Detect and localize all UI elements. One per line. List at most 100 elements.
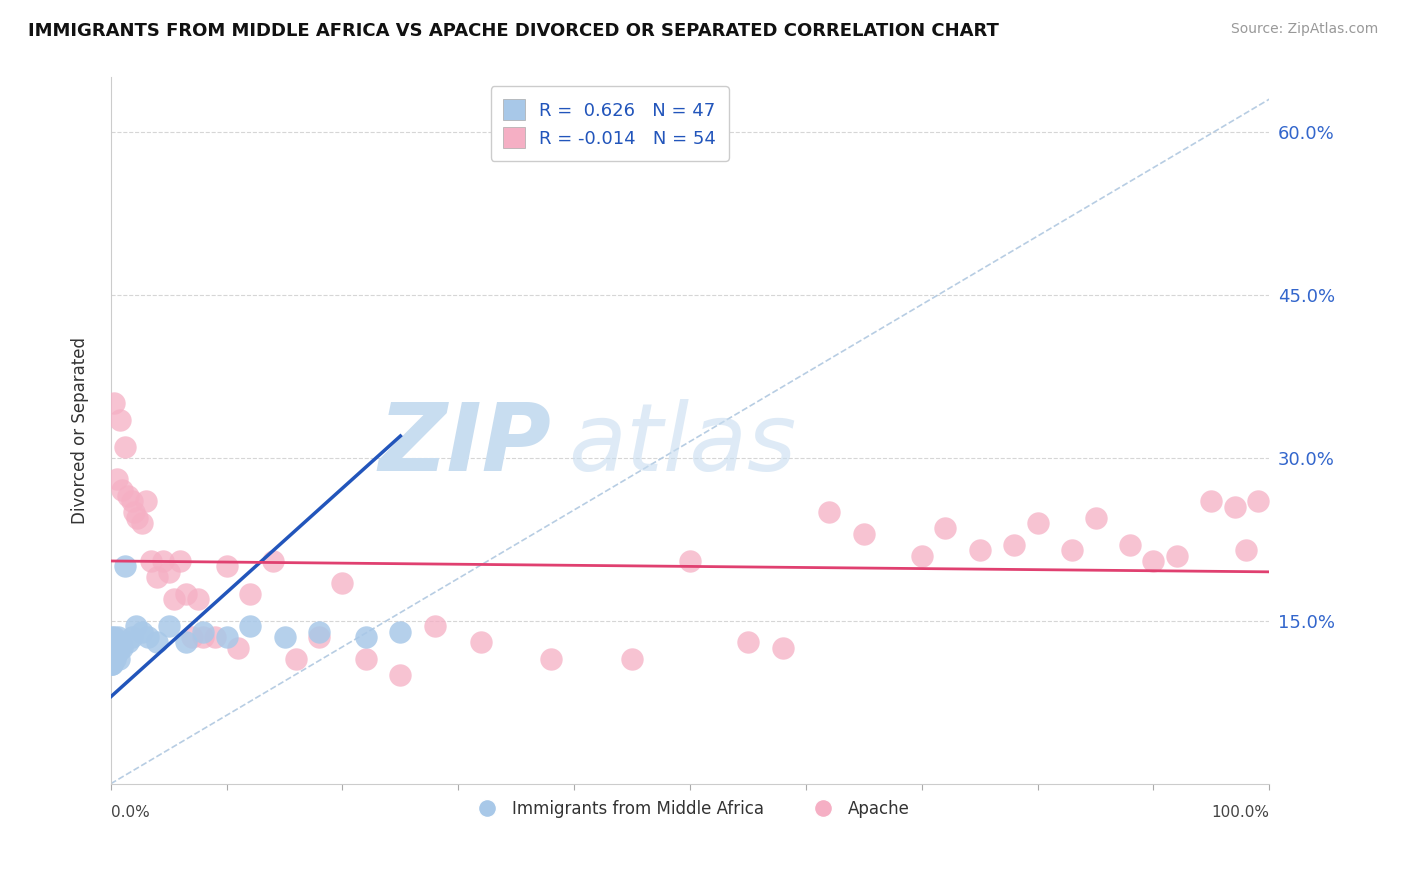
Legend: Immigrants from Middle Africa, Apache: Immigrants from Middle Africa, Apache bbox=[464, 794, 917, 825]
Point bbox=[101, 635, 124, 649]
Point bbox=[141, 554, 163, 568]
Point bbox=[540, 652, 562, 666]
Point bbox=[226, 640, 249, 655]
Point bbox=[104, 635, 127, 649]
Text: IMMIGRANTS FROM MIDDLE AFRICA VS APACHE DIVORCED OR SEPARATED CORRELATION CHART: IMMIGRANTS FROM MIDDLE AFRICA VS APACHE … bbox=[28, 22, 1000, 40]
Point bbox=[103, 646, 125, 660]
Point bbox=[111, 483, 134, 498]
Point bbox=[100, 652, 122, 666]
Point bbox=[135, 494, 157, 508]
Point bbox=[105, 473, 128, 487]
Point bbox=[1026, 516, 1049, 530]
Point bbox=[239, 619, 262, 633]
Point bbox=[100, 657, 122, 672]
Point bbox=[1084, 510, 1107, 524]
Point bbox=[621, 652, 644, 666]
Text: 100.0%: 100.0% bbox=[1212, 805, 1270, 820]
Point bbox=[117, 489, 139, 503]
Point bbox=[100, 646, 122, 660]
Point bbox=[737, 635, 759, 649]
Text: atlas: atlas bbox=[568, 400, 797, 491]
Point bbox=[125, 619, 148, 633]
Point bbox=[146, 570, 169, 584]
Point bbox=[127, 510, 149, 524]
Point bbox=[157, 619, 180, 633]
Point bbox=[969, 543, 991, 558]
Point bbox=[911, 549, 934, 563]
Point bbox=[389, 624, 412, 639]
Point bbox=[1002, 538, 1025, 552]
Point bbox=[136, 630, 159, 644]
Point bbox=[818, 505, 841, 519]
Point bbox=[163, 592, 186, 607]
Text: 0.0%: 0.0% bbox=[111, 805, 149, 820]
Point bbox=[239, 586, 262, 600]
Point bbox=[114, 440, 136, 454]
Point bbox=[1062, 543, 1084, 558]
Point bbox=[103, 396, 125, 410]
Point bbox=[308, 630, 330, 644]
Point bbox=[1234, 543, 1257, 558]
Point bbox=[157, 565, 180, 579]
Point bbox=[103, 630, 125, 644]
Point bbox=[101, 640, 124, 655]
Point bbox=[100, 635, 122, 649]
Point bbox=[101, 652, 124, 666]
Point bbox=[354, 652, 377, 666]
Point bbox=[180, 630, 202, 644]
Point bbox=[174, 586, 197, 600]
Point bbox=[187, 592, 209, 607]
Point bbox=[108, 652, 131, 666]
Point bbox=[285, 652, 308, 666]
Point bbox=[114, 559, 136, 574]
Point bbox=[117, 635, 139, 649]
Text: ZIP: ZIP bbox=[378, 399, 551, 491]
Point bbox=[146, 635, 169, 649]
Point bbox=[103, 640, 125, 655]
Point bbox=[1142, 554, 1164, 568]
Point bbox=[101, 635, 124, 649]
Point bbox=[131, 624, 153, 639]
Point bbox=[1119, 538, 1142, 552]
Point bbox=[772, 640, 794, 655]
Point bbox=[273, 630, 295, 644]
Point bbox=[1201, 494, 1223, 508]
Point bbox=[852, 526, 875, 541]
Point bbox=[101, 646, 124, 660]
Point bbox=[169, 554, 191, 568]
Point bbox=[262, 554, 284, 568]
Point bbox=[101, 657, 124, 672]
Point bbox=[103, 635, 125, 649]
Point bbox=[108, 640, 131, 655]
Point bbox=[425, 619, 447, 633]
Point bbox=[389, 668, 412, 682]
Point bbox=[1223, 500, 1246, 514]
Point bbox=[308, 624, 330, 639]
Point bbox=[108, 413, 131, 427]
Text: Source: ZipAtlas.com: Source: ZipAtlas.com bbox=[1230, 22, 1378, 37]
Point bbox=[332, 575, 354, 590]
Point bbox=[131, 516, 153, 530]
Point bbox=[101, 652, 124, 666]
Point bbox=[193, 630, 215, 644]
Point bbox=[193, 624, 215, 639]
Point bbox=[1166, 549, 1188, 563]
Point bbox=[101, 640, 124, 655]
Point bbox=[100, 630, 122, 644]
Point bbox=[100, 640, 122, 655]
Point bbox=[215, 559, 238, 574]
Point bbox=[100, 640, 122, 655]
Point bbox=[105, 646, 128, 660]
Point bbox=[174, 635, 197, 649]
Point bbox=[215, 630, 238, 644]
Point bbox=[107, 630, 129, 644]
Y-axis label: Divorced or Separated: Divorced or Separated bbox=[72, 337, 89, 524]
Point bbox=[121, 630, 143, 644]
Point bbox=[121, 494, 143, 508]
Point bbox=[934, 521, 956, 535]
Point bbox=[110, 635, 132, 649]
Point bbox=[100, 646, 122, 660]
Point bbox=[111, 640, 134, 655]
Point bbox=[152, 554, 174, 568]
Point bbox=[1247, 494, 1270, 508]
